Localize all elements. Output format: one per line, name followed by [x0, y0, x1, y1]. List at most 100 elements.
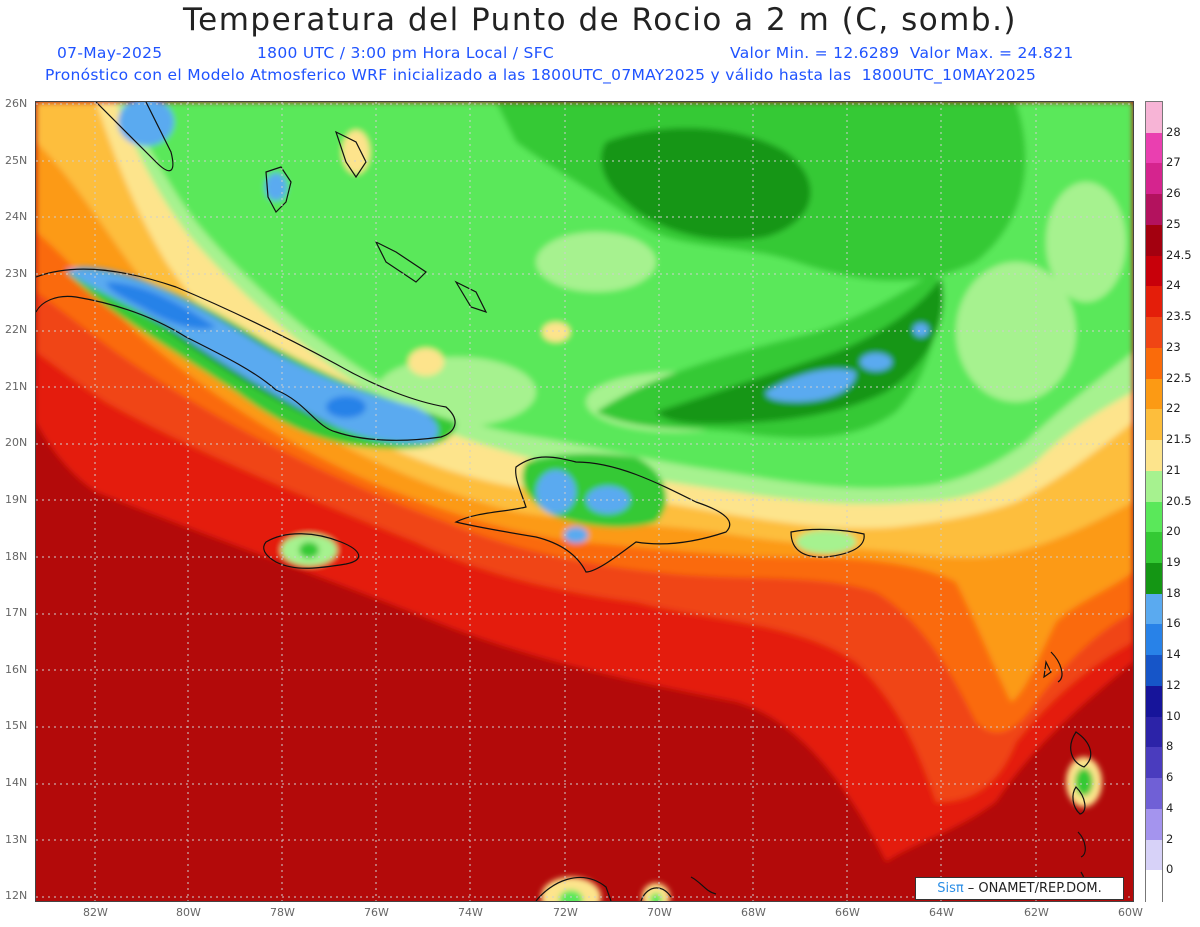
- field-light-blue-atlantic: [765, 368, 856, 402]
- map-title: Temperatura del Punto de Rocio a 2 m (C,…: [182, 2, 1018, 38]
- colorbar-label: 21.5: [1166, 432, 1192, 447]
- colorbar-label: 20: [1166, 524, 1181, 539]
- lat-label: 15N: [5, 719, 28, 732]
- colorbar-segment: [1146, 685, 1162, 718]
- field-light-green-patch: [1046, 182, 1126, 302]
- field-light-blue-florida: [118, 102, 174, 146]
- bahamas-coast: [454, 280, 488, 314]
- coastlines: [36, 102, 1092, 901]
- field-south-coast: [559, 890, 583, 901]
- field-light-blue-hisp: [536, 470, 576, 514]
- field-light-blue-atlantic: [913, 323, 929, 337]
- lat-label: 25N: [5, 154, 28, 167]
- colorbar-segment: [1146, 440, 1162, 472]
- colorbar-label: 24: [1166, 278, 1181, 293]
- colorbar-segment: [1146, 347, 1162, 380]
- dewpoint-field: [36, 102, 1133, 901]
- florida-coast: [95, 102, 174, 172]
- south-america-coast: [690, 876, 717, 895]
- hispaniola-coast: [454, 456, 731, 573]
- lon-label: 68W: [741, 906, 766, 919]
- colorbar-segment: [1146, 593, 1162, 626]
- field-lesser-antilles: [1075, 768, 1093, 796]
- colorbar-label: 2: [1166, 831, 1174, 846]
- south-america-coast: [640, 887, 672, 901]
- antilles-coast: [1050, 651, 1063, 683]
- colorbar-segment: [1146, 562, 1162, 595]
- field-blue-cuba: [326, 396, 366, 418]
- field-light-blue-atlantic: [860, 353, 892, 371]
- lon-label: 76W: [364, 906, 389, 919]
- field-light-blue-hisp: [564, 527, 588, 543]
- antilles-coast: [1072, 786, 1086, 815]
- colorbar-segment: [1146, 747, 1162, 779]
- field-light-green-patch: [536, 232, 656, 292]
- credit-box: Sisπ – ONAMET/REP.DOM.: [915, 877, 1124, 900]
- colorbar-segment: [1146, 286, 1162, 318]
- colorbar-segment: [1146, 409, 1162, 441]
- model-description: Pronóstico con el Modelo Atmosferico WRF…: [45, 66, 1037, 84]
- colorbar-segment: [1146, 255, 1162, 287]
- field-puerto-rico: [796, 530, 856, 554]
- colorbar-segment: [1146, 778, 1162, 810]
- lat-label: 19N: [5, 493, 28, 506]
- field-jamaica: [299, 542, 319, 558]
- field-yellow-spot: [342, 130, 370, 174]
- colorbar-segment: [1146, 624, 1162, 656]
- field-south-coast: [541, 877, 601, 901]
- colorbar-label: 25: [1166, 216, 1181, 231]
- colorbar-label: 23: [1166, 339, 1181, 354]
- lon-label: 60W: [1118, 906, 1143, 919]
- colorbar-label: 27: [1166, 155, 1181, 170]
- colorbar-label: 26: [1166, 186, 1181, 201]
- antilles-coast: [1070, 731, 1092, 768]
- lon-label: 64W: [929, 906, 954, 919]
- colorbar-label: 4: [1166, 800, 1174, 815]
- colorbar-label: 8: [1166, 739, 1174, 754]
- field-blue-cuba: [106, 282, 216, 330]
- colorbar-segment: [1146, 839, 1162, 871]
- colorbar-segment: [1146, 808, 1162, 841]
- lat-label: 21N: [5, 380, 28, 393]
- field-light-green-patch: [956, 262, 1076, 402]
- lat-label: 24N: [5, 210, 28, 223]
- colorbar-label: 21: [1166, 462, 1181, 477]
- lon-label: 78W: [270, 906, 295, 919]
- jamaica-coast: [263, 533, 360, 569]
- lon-label: 70W: [647, 906, 672, 919]
- lon-label: 66W: [835, 906, 860, 919]
- colorbar-segment: [1146, 470, 1162, 503]
- field-dark-green: [601, 128, 811, 241]
- colorbar-label: 16: [1166, 616, 1181, 631]
- colorbar-label: 18: [1166, 585, 1181, 600]
- colorbar-label: 20.5: [1166, 493, 1192, 508]
- cuba-coast: [36, 268, 456, 441]
- colorbar-label: 14: [1166, 647, 1181, 662]
- field-yellow-spot: [408, 348, 444, 376]
- lon-label: 72W: [553, 906, 578, 919]
- min-max-values: Valor Min. = 12.6289 Valor Max. = 24.821: [730, 44, 1074, 62]
- colorbar-label: 28: [1166, 124, 1181, 139]
- colorbar-label: 22: [1166, 401, 1181, 416]
- lat-label: 26N: [5, 97, 28, 110]
- colorbar-label: 6: [1166, 770, 1174, 785]
- lat-label: 23N: [5, 267, 28, 280]
- lat-label: 18N: [5, 550, 28, 563]
- forecast-time: 1800 UTC / 3:00 pm Hora Local / SFC: [257, 44, 555, 62]
- colorbar-label: 24.5: [1166, 247, 1192, 262]
- colorbar-segment: [1146, 655, 1162, 687]
- field-yellow-spot: [542, 322, 570, 342]
- colorbar-segment: [1146, 870, 1162, 902]
- colorbar-segment: [1146, 716, 1162, 748]
- colorbar-label: 23.5: [1166, 309, 1192, 324]
- lat-label: 12N: [5, 889, 28, 902]
- lat-label: 13N: [5, 833, 28, 846]
- graticule: [36, 102, 1133, 901]
- lon-label: 80W: [176, 906, 201, 919]
- colorbar: [1145, 101, 1163, 902]
- lon-label: 82W: [83, 906, 108, 919]
- lat-label: 16N: [5, 663, 28, 676]
- south-america-coast: [535, 877, 612, 901]
- colorbar-label: 12: [1166, 677, 1181, 692]
- forecast-date: 07-May-2025: [57, 44, 163, 62]
